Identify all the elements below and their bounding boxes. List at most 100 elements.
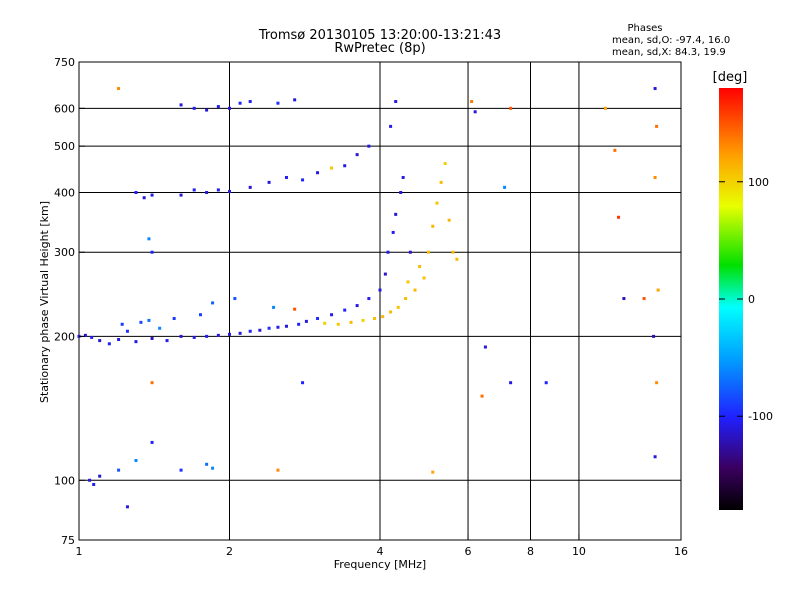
x-tick-label: 2 (226, 545, 233, 558)
data-point (125, 505, 129, 509)
y-tick-label: 400 (54, 186, 75, 199)
data-point (383, 272, 387, 276)
data-point (83, 333, 87, 337)
data-point (435, 201, 439, 205)
data-point (293, 98, 297, 102)
data-point (134, 340, 138, 344)
data-point (367, 297, 371, 301)
data-point (165, 339, 169, 343)
data-point (301, 178, 305, 182)
x-tick-label: 4 (377, 545, 384, 558)
data-point (267, 180, 271, 184)
data-point (336, 322, 340, 326)
data-point (330, 313, 334, 317)
data-point (98, 339, 102, 343)
data-point (238, 101, 242, 105)
data-point (349, 320, 353, 324)
data-point (179, 193, 183, 197)
data-point (192, 106, 196, 110)
data-point (622, 297, 626, 301)
x-tick-label: 8 (527, 545, 534, 558)
data-point (451, 250, 455, 254)
data-point (117, 87, 121, 91)
y-axis-ticks: 75 100 200 300 400 500 600 750 (54, 56, 85, 547)
data-point (117, 338, 121, 342)
data-point (483, 345, 487, 349)
data-point (613, 148, 617, 152)
data-point (413, 288, 417, 292)
data-point (134, 190, 138, 194)
data-point (653, 87, 657, 91)
data-point (655, 124, 659, 128)
data-point (272, 305, 276, 309)
data-point (431, 224, 435, 228)
data-point (90, 335, 94, 339)
stats-line-x: mean, sd,X: 84.3, 19.9 (612, 47, 726, 58)
data-point (228, 189, 231, 193)
y-tick-label: 300 (54, 246, 75, 259)
data-point (120, 322, 124, 326)
data-point (653, 455, 657, 459)
data-point (147, 318, 151, 322)
colorbar-ticks: 100 0 -100 (719, 176, 773, 423)
data-point (503, 185, 507, 189)
data-point (125, 329, 129, 333)
data-point (248, 100, 252, 104)
data-point (150, 336, 154, 340)
data-point (355, 153, 359, 157)
data-point (139, 320, 143, 324)
data-point (199, 313, 203, 317)
data-point (205, 190, 209, 194)
data-point (408, 250, 412, 254)
data-point (655, 381, 659, 385)
data-point (276, 468, 280, 472)
data-point (396, 305, 400, 309)
y-tick-label: 200 (54, 330, 75, 343)
data-point (394, 100, 398, 104)
data-point (205, 108, 209, 112)
data-point (276, 101, 280, 105)
data-point (652, 334, 656, 338)
y-tick-label: 100 (54, 474, 75, 487)
data-point (276, 325, 280, 329)
data-point (653, 175, 657, 179)
data-point (426, 250, 430, 254)
data-point (117, 468, 121, 472)
data-point (211, 466, 215, 470)
data-point (211, 301, 215, 305)
x-tick-label: 10 (572, 545, 586, 558)
data-point (216, 188, 220, 192)
data-point (355, 304, 359, 308)
data-point (228, 106, 231, 110)
data-point (205, 462, 209, 466)
grid-lines (79, 62, 681, 540)
data-point (373, 316, 377, 320)
data-point (617, 215, 621, 219)
data-points (77, 87, 660, 509)
data-point (343, 164, 347, 168)
data-point (258, 328, 262, 332)
data-point (205, 334, 209, 338)
data-point (418, 265, 422, 269)
stats-header: Phases (627, 23, 662, 34)
data-point (422, 276, 426, 280)
data-point (150, 250, 154, 254)
data-point (216, 333, 220, 337)
data-point (330, 166, 334, 170)
data-point (192, 188, 196, 192)
data-point (470, 100, 474, 104)
colorbar-tick-label: 0 (748, 293, 755, 306)
x-axis-ticks: 1 2 4 6 8 10 16 (76, 534, 688, 558)
data-point (192, 335, 196, 339)
data-point (439, 180, 443, 184)
data-point (304, 319, 308, 323)
data-point (248, 329, 252, 333)
data-point (455, 257, 459, 261)
y-axis-label: Stationary phase Virtual Height [km] (38, 201, 51, 403)
data-point (480, 394, 484, 398)
y-tick-label: 75 (61, 534, 75, 547)
data-point (399, 190, 403, 194)
data-point (293, 307, 297, 311)
data-point (297, 322, 301, 326)
data-point (150, 381, 154, 385)
